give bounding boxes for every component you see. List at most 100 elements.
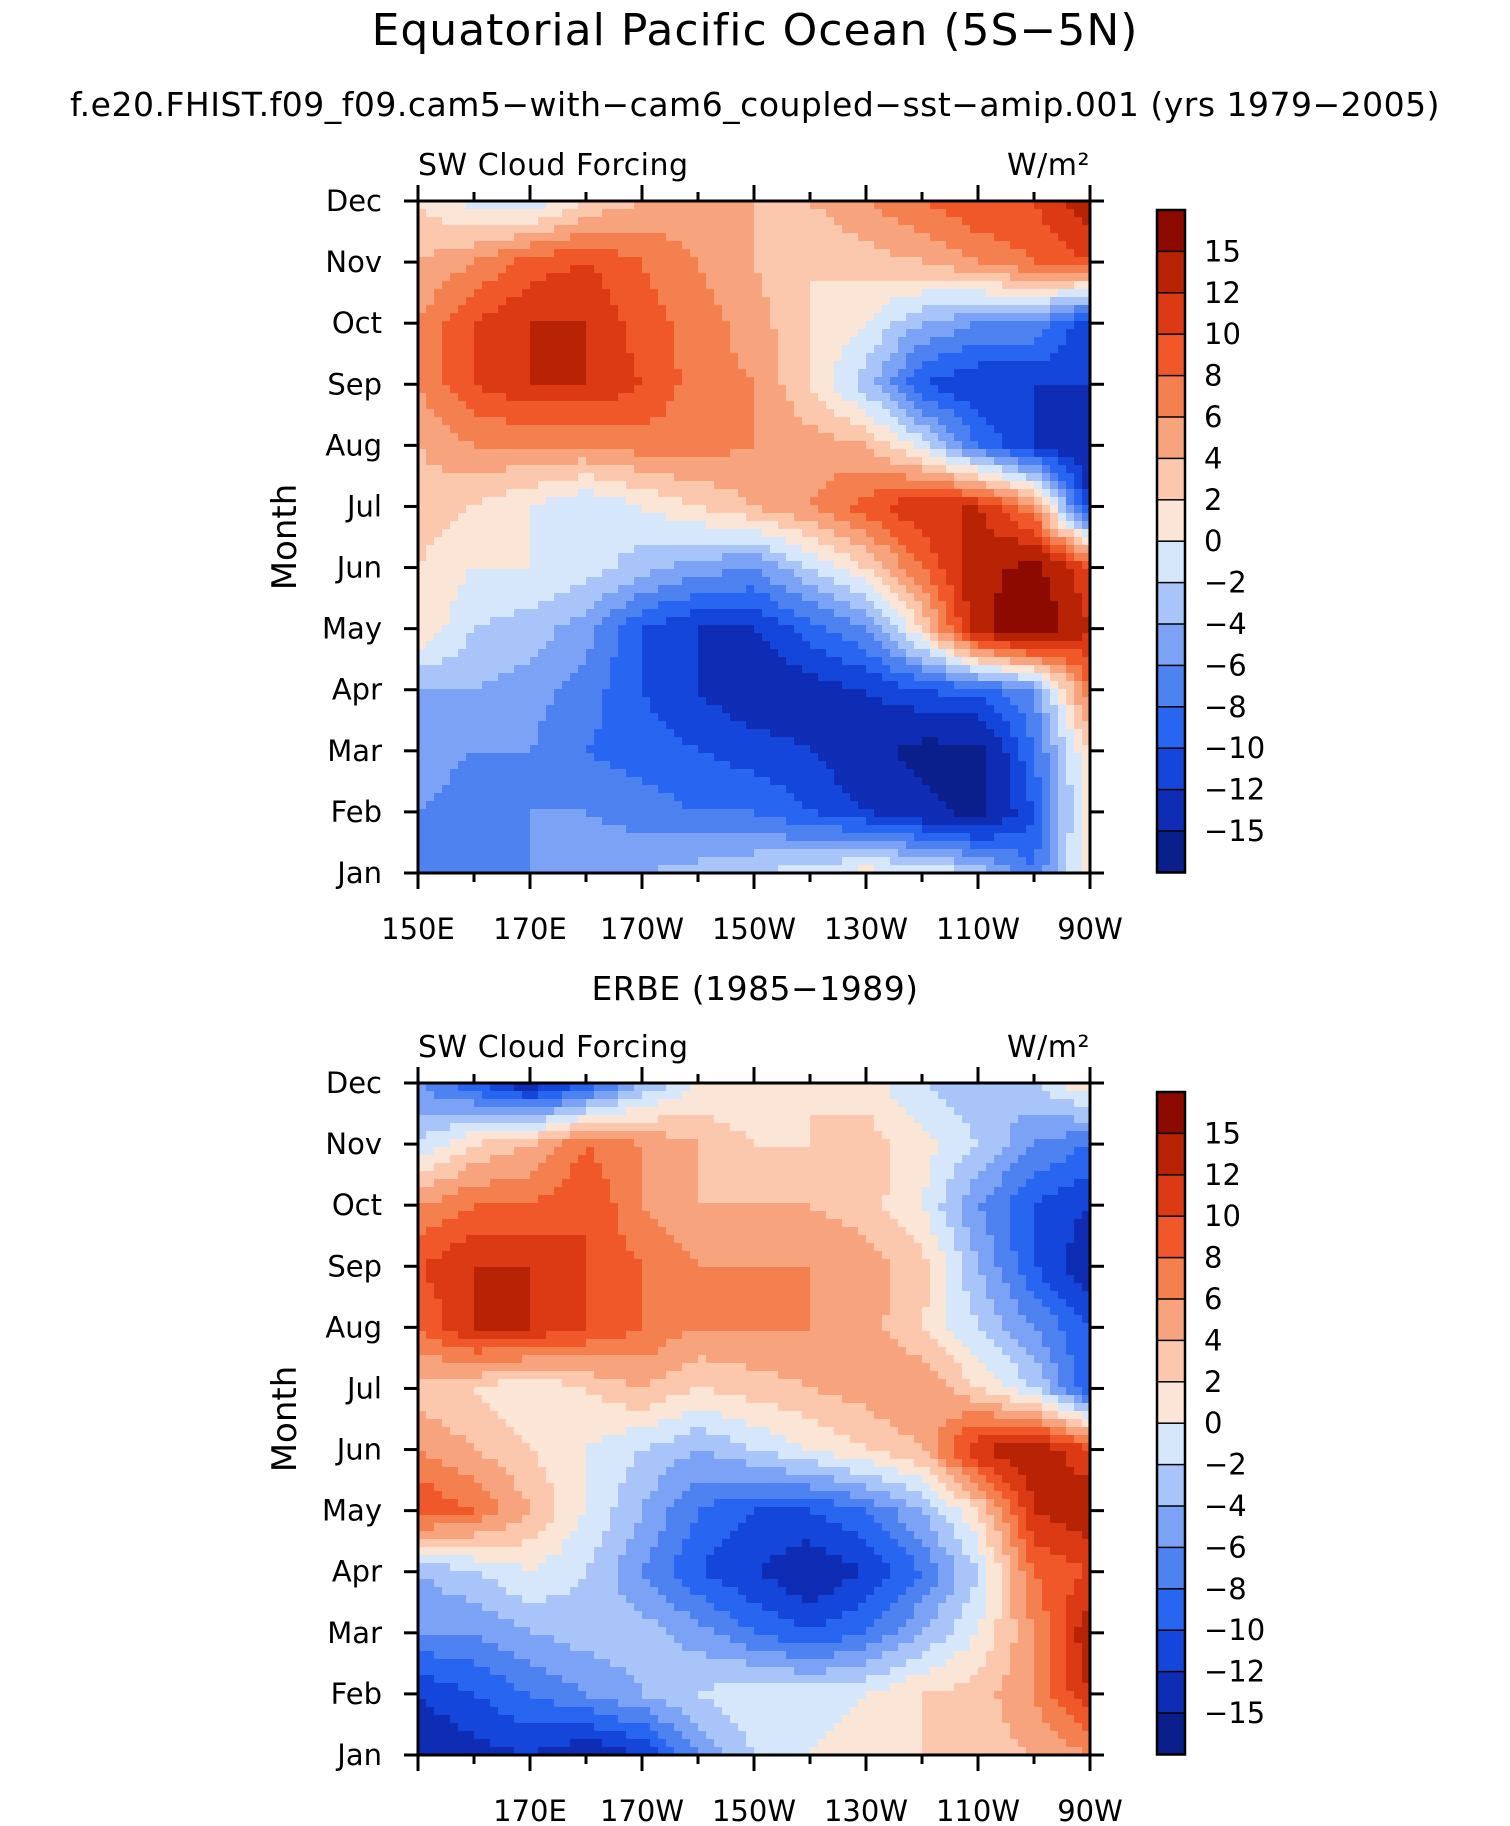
heatmap-cell	[514, 481, 523, 490]
heatmap-cell	[650, 545, 659, 554]
heatmap-cell	[450, 665, 459, 674]
heatmap-cell	[514, 369, 523, 378]
heatmap-cell	[882, 481, 891, 490]
heatmap-cell	[586, 529, 595, 538]
heatmap-cell	[770, 289, 779, 298]
heatmap-cell	[658, 409, 667, 418]
heatmap-cell	[714, 289, 723, 298]
heatmap-cell	[706, 321, 715, 330]
heatmap-cell	[938, 409, 947, 418]
heatmap-cell	[1018, 329, 1027, 338]
heatmap-cell	[938, 569, 947, 578]
heatmap-cell	[738, 433, 747, 442]
heatmap-cell	[738, 361, 747, 370]
heatmap-cell	[578, 577, 587, 586]
heatmap-cell	[530, 369, 539, 378]
heatmap-cell	[578, 233, 587, 242]
heatmap-cell	[538, 537, 547, 546]
heatmap-cell	[1002, 369, 1011, 378]
heatmap-cell	[666, 457, 675, 466]
heatmap-cell	[1082, 353, 1090, 362]
heatmap-cell	[842, 569, 851, 578]
heatmap-cell	[866, 665, 875, 674]
heatmap-cell	[858, 369, 867, 378]
heatmap-cell	[634, 417, 643, 426]
heatmap-cell	[578, 289, 587, 298]
heatmap-cell	[642, 281, 651, 290]
heatmap-cell	[458, 561, 467, 570]
heatmap-cell	[450, 433, 459, 442]
heatmap-cell	[906, 593, 915, 602]
heatmap-cell	[426, 289, 435, 298]
heatmap-cell	[602, 425, 611, 434]
heatmap-cell	[538, 409, 547, 418]
heatmap-cell	[666, 593, 675, 602]
heatmap-cell	[1010, 385, 1019, 394]
heatmap-cell	[738, 489, 747, 498]
heatmap-cell	[434, 441, 443, 450]
heatmap-cell	[618, 665, 627, 674]
heatmap-cell	[1002, 289, 1011, 298]
heatmap-cell	[954, 241, 963, 250]
heatmap-cell	[594, 545, 603, 554]
heatmap-cell	[666, 489, 675, 498]
heatmap-cell	[1074, 345, 1083, 354]
heatmap-cell	[426, 233, 435, 242]
heatmap-cell	[826, 321, 835, 330]
heatmap-cell	[1042, 257, 1051, 266]
heatmap-cell	[602, 297, 611, 306]
heatmap-cell	[786, 281, 795, 290]
heatmap-cell	[1074, 617, 1083, 626]
heatmap-cell	[1042, 553, 1051, 562]
heatmap-cell	[490, 425, 499, 434]
heatmap-cell	[762, 305, 771, 314]
heatmap-cell	[826, 225, 835, 234]
heatmap-cell	[642, 313, 651, 322]
heatmap-cell	[418, 297, 427, 306]
heatmap-cell	[1018, 465, 1027, 474]
heatmap-cell	[898, 329, 907, 338]
heatmap-cell	[626, 489, 635, 498]
heatmap-cell	[586, 257, 595, 266]
heatmap-cell	[426, 217, 435, 226]
heatmap-cell	[586, 209, 595, 218]
heatmap-cell	[674, 313, 683, 322]
heatmap-cell	[890, 601, 899, 610]
heatmap-cell	[610, 657, 619, 666]
heatmap-cell	[626, 337, 635, 346]
heatmap-cell	[882, 513, 891, 522]
heatmap-cell	[802, 337, 811, 346]
heatmap-cell	[698, 425, 707, 434]
heatmap-cell	[746, 433, 755, 442]
heatmap-cell	[754, 553, 763, 562]
heatmap-cell	[882, 609, 891, 618]
heatmap-cell	[802, 249, 811, 258]
heatmap-cell	[690, 521, 699, 530]
heatmap-cell	[474, 569, 483, 578]
heatmap-cell	[778, 233, 787, 242]
heatmap-cell	[522, 353, 531, 362]
heatmap-cell	[1066, 273, 1075, 282]
heatmap-cell	[666, 425, 675, 434]
heatmap-cell	[442, 513, 451, 522]
heatmap-cell	[530, 657, 539, 666]
heatmap-cell	[738, 441, 747, 450]
heatmap-cell	[1018, 657, 1027, 666]
heatmap-cell	[970, 353, 979, 362]
heatmap-cell	[650, 329, 659, 338]
heatmap-cell	[850, 481, 859, 490]
heatmap-cell	[1074, 217, 1083, 226]
heatmap-cell	[842, 505, 851, 514]
heatmap-cell	[858, 641, 867, 650]
heatmap-cell	[922, 617, 931, 626]
heatmap-cell	[850, 657, 859, 666]
heatmap-cell	[682, 305, 691, 314]
heatmap-cell	[466, 353, 475, 362]
heatmap-cell	[474, 553, 483, 562]
heatmap-cell	[1074, 457, 1083, 466]
heatmap-cell	[914, 513, 923, 522]
heatmap-cell	[714, 561, 723, 570]
heatmap-cell	[1050, 409, 1059, 418]
heatmap-cell	[642, 513, 651, 522]
heatmap-cell	[1026, 225, 1035, 234]
